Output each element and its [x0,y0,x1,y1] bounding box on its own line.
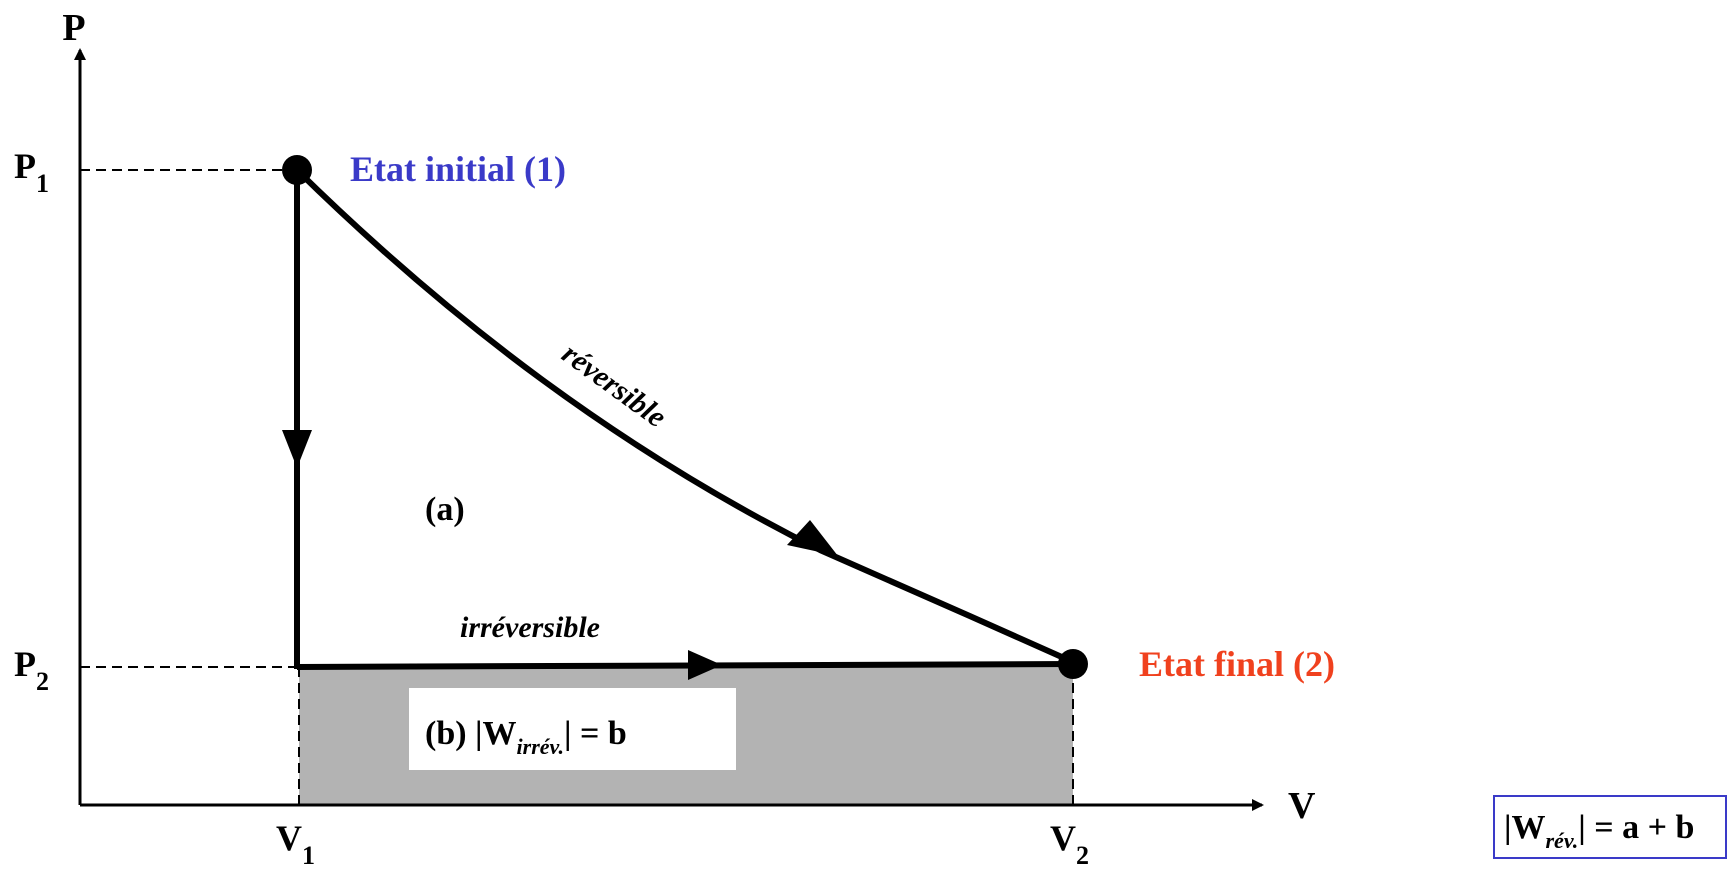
p1-subscript: 1 [36,169,49,198]
initial-state-label: Etat initial (1) [350,149,566,189]
p2-label: P2 [14,644,49,696]
final-state-point [1058,649,1088,679]
area-b-label-box [409,688,736,770]
p2-base: P [14,644,36,684]
formula-text: |Wrév.| = a + b [1504,809,1694,853]
v1-label: V1 [276,818,315,870]
v2-base: V [1050,818,1076,858]
formula-prefix: |W [1504,809,1546,846]
formula-subscript: rév. [1546,828,1579,853]
p1-base: P [14,146,36,186]
x-axis-label: V [1288,785,1316,827]
down-arrowhead [282,430,312,468]
right-arrowhead [688,650,722,680]
y-axis-label: P [62,7,85,49]
p2-subscript: 2 [36,667,49,696]
area-b-subscript: irrév. [517,734,564,759]
curve-arrowhead [787,520,838,556]
area-b-suffix: | = b [564,715,627,752]
v1-base: V [276,818,302,858]
v2-label: V2 [1050,818,1089,870]
initial-state-point [282,155,312,185]
reversible-label: réversible [556,337,672,434]
formula-suffix: | = a + b [1578,809,1694,846]
v1-subscript: 1 [302,841,315,870]
p1-label: P1 [14,146,49,198]
v2-subscript: 2 [1076,841,1089,870]
formula-box [1493,795,1727,859]
area-b-label: (b) |Wirrév.| = b [425,715,627,759]
reversible-curve [294,167,1075,665]
final-state-label: Etat final (2) [1139,644,1335,684]
isobaric-line [296,661,1074,670]
area-b-prefix: (b) |W [425,715,517,752]
irreversible-label: irréversible [460,611,600,644]
area-a-label: (a) [425,491,465,528]
